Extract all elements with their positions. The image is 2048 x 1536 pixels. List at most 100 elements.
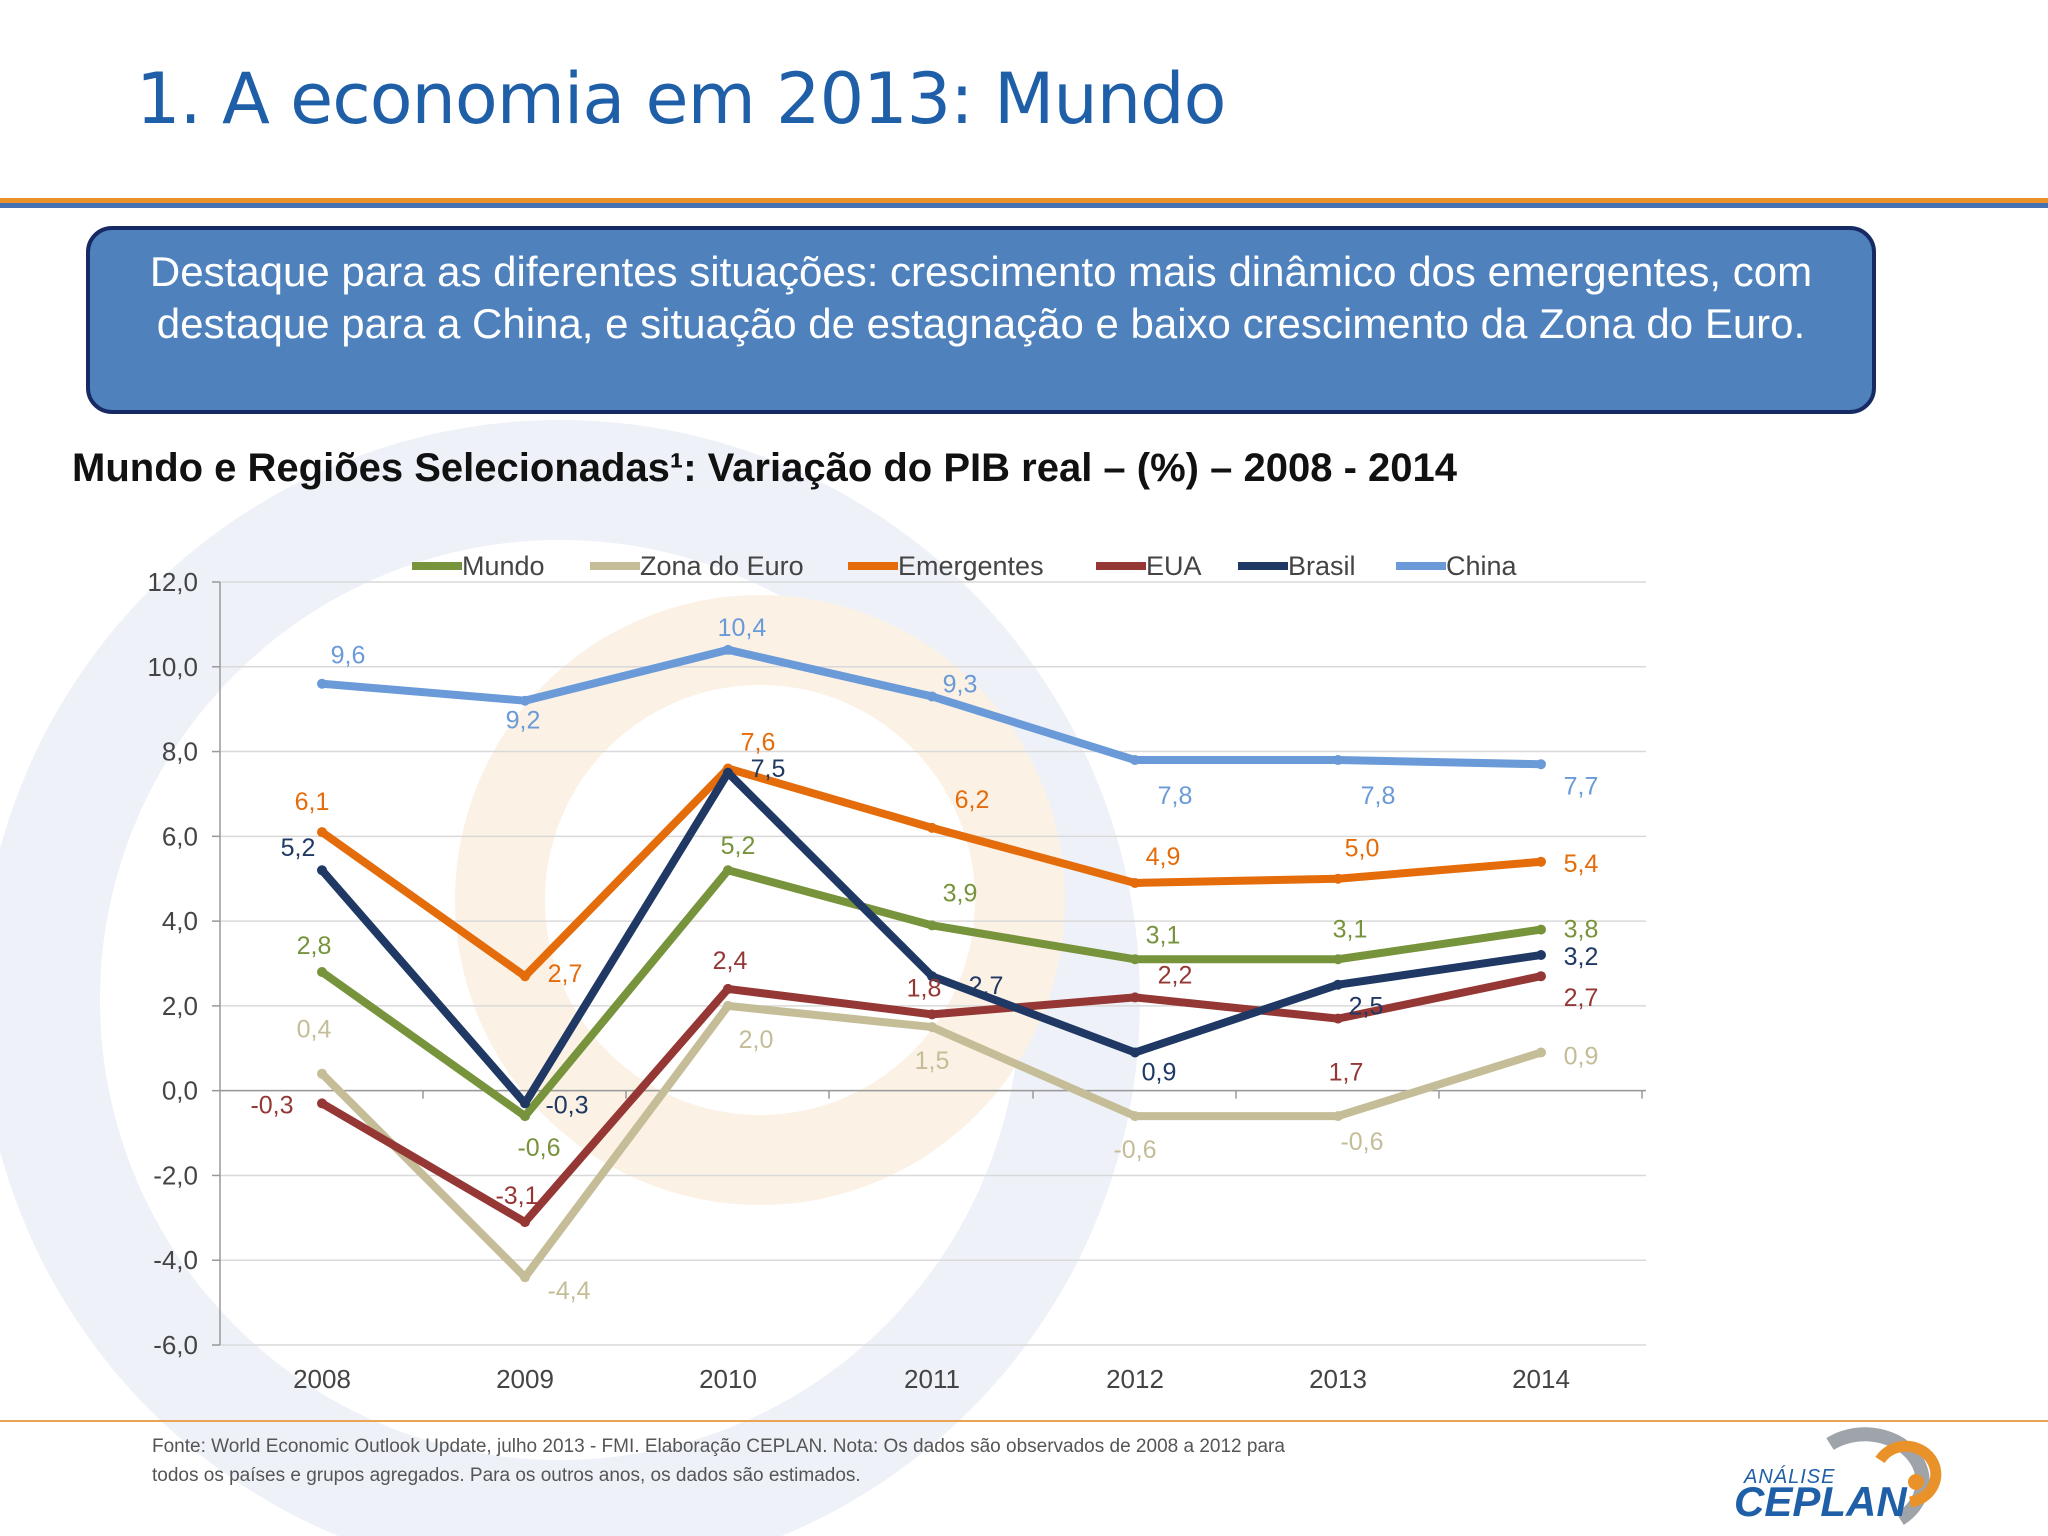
data-label: 7,8 xyxy=(1361,782,1396,810)
data-label: 2,5 xyxy=(1349,993,1384,1021)
data-point xyxy=(520,1111,530,1122)
data-label: 10,4 xyxy=(718,614,767,642)
data-point xyxy=(1536,1047,1546,1058)
footer-divider xyxy=(0,1420,2048,1422)
logo-subtitle: ANÁLISE xyxy=(1744,1466,1836,1488)
y-tick-label: -6,0 xyxy=(153,1330,198,1360)
data-label: -0,6 xyxy=(1340,1128,1383,1156)
data-label: 7,8 xyxy=(1158,782,1193,810)
data-label: 6,2 xyxy=(955,786,990,814)
data-point xyxy=(317,966,327,977)
data-label: 3,1 xyxy=(1333,915,1368,943)
data-label: 2,8 xyxy=(297,932,332,960)
data-label: -0,6 xyxy=(517,1134,560,1162)
data-label: -3,1 xyxy=(495,1182,538,1210)
data-point xyxy=(927,1022,937,1033)
legend-label: Brasil xyxy=(1288,551,1356,581)
data-point xyxy=(520,1098,530,1109)
data-label: 5,2 xyxy=(721,832,756,860)
data-label: 9,3 xyxy=(943,670,978,698)
legend-label: Mundo xyxy=(462,551,545,581)
data-point xyxy=(1536,971,1546,982)
data-label: 7,5 xyxy=(751,755,786,783)
data-label: 0,9 xyxy=(1142,1059,1177,1087)
x-tick-label: 2014 xyxy=(1512,1364,1570,1394)
y-tick-label: 12,0 xyxy=(147,567,198,597)
data-point xyxy=(723,983,733,994)
source-line-2: todos os países e grupos agregados. Para… xyxy=(152,1465,861,1486)
data-point xyxy=(1130,1047,1140,1058)
data-point xyxy=(1333,954,1343,965)
legend-label: Zona do Euro xyxy=(640,551,804,581)
data-point xyxy=(927,691,937,702)
data-label: 9,2 xyxy=(506,707,541,735)
y-tick-label: 10,0 xyxy=(147,652,198,682)
data-label: 3,2 xyxy=(1564,943,1599,971)
data-point xyxy=(723,865,733,876)
data-label: 6,1 xyxy=(295,788,330,816)
data-point xyxy=(1333,755,1343,766)
x-tick-label: 2011 xyxy=(904,1364,960,1394)
y-tick-label: 2,0 xyxy=(162,991,198,1021)
data-label: 1,8 xyxy=(907,974,942,1002)
data-label: 2,0 xyxy=(739,1026,774,1054)
data-labels: 2,8 -0,6 5,2 3,9 3,1 3,1 3,8 0,4 -4,4 2,0 1,5 -0,6 -… xyxy=(250,614,1598,1305)
source-note: Fonte: World Economic Outlook Update, ju… xyxy=(152,1432,1392,1490)
callout-text: Destaque para as diferentes situações: c… xyxy=(149,248,1813,347)
data-label: 3,8 xyxy=(1564,916,1599,944)
data-point xyxy=(1130,1111,1140,1122)
x-tick-label: 2008 xyxy=(293,1364,351,1394)
data-label: 2,4 xyxy=(713,947,748,975)
y-tick-label: 6,0 xyxy=(162,821,198,851)
data-point xyxy=(1130,755,1140,766)
data-point xyxy=(520,971,530,982)
data-point xyxy=(1333,873,1343,884)
y-tick-label: -2,0 xyxy=(153,1160,198,1190)
data-point xyxy=(317,827,327,838)
x-tick-label: 2013 xyxy=(1309,1364,1367,1394)
data-label: 4,9 xyxy=(1146,843,1181,871)
y-tick-label: 0,0 xyxy=(162,1076,198,1106)
data-point xyxy=(317,678,327,689)
data-point xyxy=(723,767,733,778)
data-label: 5,0 xyxy=(1345,835,1380,863)
title-divider-orange xyxy=(0,198,2048,203)
data-point xyxy=(1130,954,1140,965)
slide-title: 1. A economia em 2013: Mundo xyxy=(136,58,1226,140)
data-label: -0,3 xyxy=(250,1091,293,1119)
data-point xyxy=(520,695,530,706)
chart-heading: Mundo e Regiões Selecionadas¹: Variação … xyxy=(72,446,1457,490)
x-tick-label: 2012 xyxy=(1106,1364,1164,1394)
y-tick-label: -4,0 xyxy=(153,1245,198,1275)
axes: 12,0 10,0 8,0 6,0 4,0 2,0 0,0 -2,0 -4,0 -6,0 2008 2… xyxy=(147,567,1646,1394)
legend-label: China xyxy=(1446,551,1518,581)
data-label: 1,7 xyxy=(1329,1059,1364,1087)
data-point xyxy=(1333,979,1343,990)
legend-label: EUA xyxy=(1146,551,1202,581)
data-label: 0,4 xyxy=(297,1016,332,1044)
data-point xyxy=(1333,1111,1343,1122)
data-point xyxy=(1333,1013,1343,1024)
data-point xyxy=(1536,924,1546,935)
data-point xyxy=(1130,992,1140,1003)
data-label: -4,4 xyxy=(547,1277,590,1305)
source-line-1: Fonte: World Economic Outlook Update, ju… xyxy=(152,1436,1285,1457)
data-label: 2,2 xyxy=(1158,961,1193,989)
highlight-callout: Destaque para as diferentes situações: c… xyxy=(86,226,1876,414)
data-label: 2,7 xyxy=(1564,984,1599,1012)
data-point xyxy=(520,1217,530,1228)
data-point xyxy=(1536,950,1546,961)
data-point xyxy=(1536,759,1546,770)
data-label: 5,4 xyxy=(1564,850,1599,878)
data-label: 3,1 xyxy=(1146,921,1181,949)
y-tick-label: 8,0 xyxy=(162,737,198,767)
data-point xyxy=(927,920,937,931)
series-lines xyxy=(317,644,1546,1283)
series-line-emergentes xyxy=(318,764,1545,981)
data-label: 9,6 xyxy=(331,642,366,670)
title-divider-blue xyxy=(0,203,2048,208)
data-point xyxy=(723,644,733,655)
y-tick-label: 4,0 xyxy=(162,906,198,936)
data-label: 7,7 xyxy=(1564,772,1599,800)
data-label: 3,9 xyxy=(943,879,978,907)
